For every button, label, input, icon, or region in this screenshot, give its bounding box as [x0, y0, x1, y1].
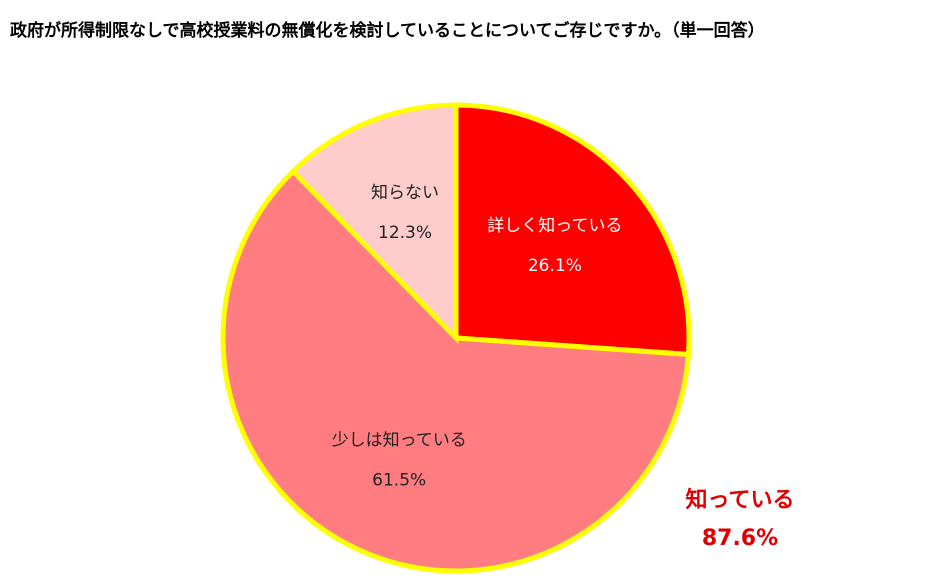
pie-slice	[289, 102, 459, 345]
slice-label: 知らない	[371, 183, 439, 203]
annotation-text: 知っている	[686, 487, 795, 513]
slice-label: 詳しく知っている	[487, 216, 622, 236]
slice-label: 少しは知っている	[332, 431, 467, 451]
chart-title: 政府が所得制限なしで高校授業料の無償化を検討していることについてご存じですか。（…	[10, 20, 765, 41]
slice-value-label: 61.5%	[372, 471, 426, 491]
slice-value-label: 26.1%	[528, 256, 582, 276]
slice-value-label: 12.3%	[378, 223, 432, 243]
pie-slice	[220, 167, 692, 574]
pie-slice	[453, 102, 692, 358]
annotation-value: 87.6%	[702, 526, 778, 551]
